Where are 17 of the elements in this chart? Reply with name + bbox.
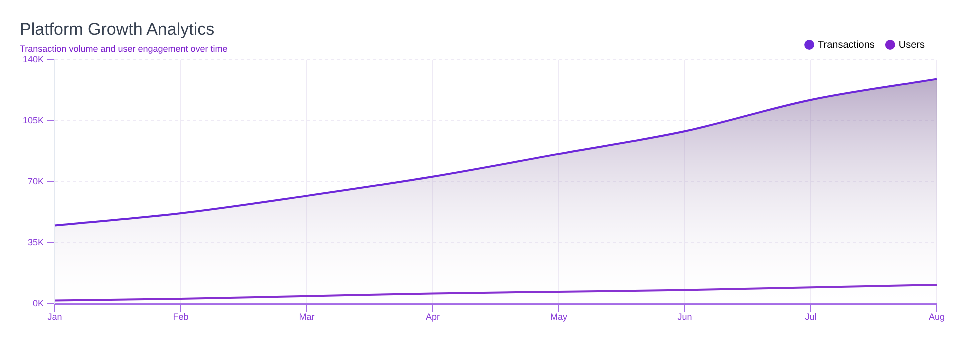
y-tick-label: 35K (28, 238, 44, 248)
legend-label: Users (898, 40, 926, 51)
x-tick-label: Aug (928, 312, 946, 322)
x-tick-label: Jun (678, 312, 692, 322)
y-tick-label: 0K (33, 298, 44, 309)
y-tick-label: 70K (28, 176, 44, 187)
x-tick-label: Jan (48, 312, 62, 322)
x-tick-label: Feb (173, 312, 189, 322)
x-tick-label: Jul (805, 312, 817, 322)
x-tick-label: Apr (426, 312, 440, 322)
legend-label: Transactions (818, 40, 875, 51)
x-tick-label: May (550, 312, 568, 322)
y-tick-label: 140K (22, 54, 44, 64)
chart-title: Platform Growth Analytics (20, 20, 215, 40)
chart-subtitle: Transaction volume and user engagement over time (20, 44, 228, 54)
x-tick-label: Mar (299, 312, 315, 322)
y-tick-label: 105K (22, 116, 44, 126)
